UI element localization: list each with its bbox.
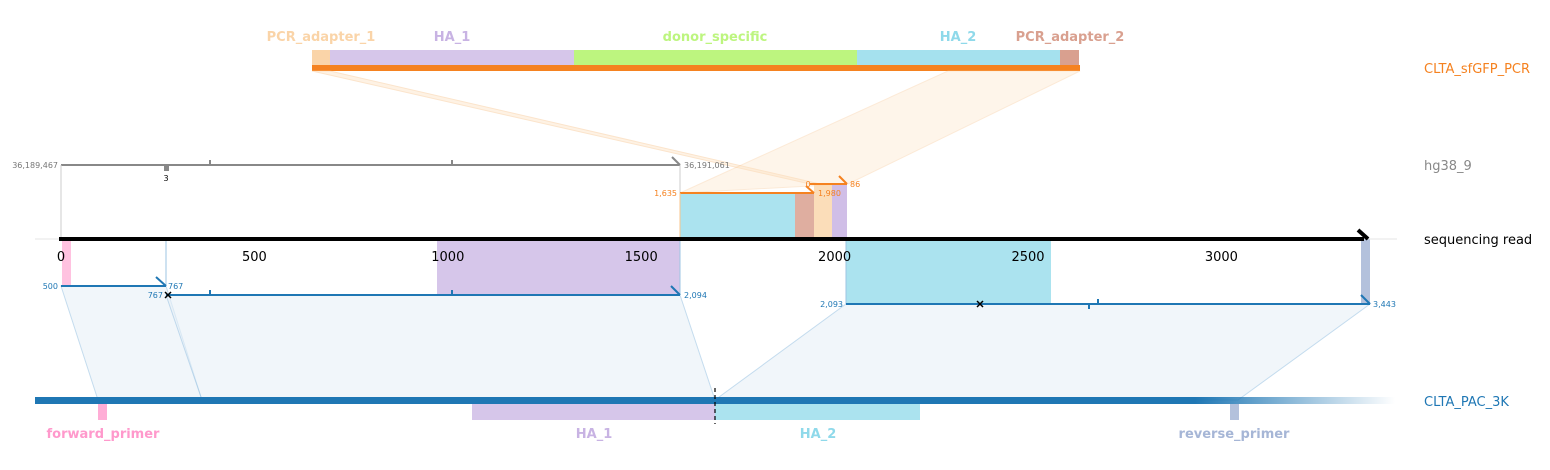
plasmid-projection-2 [165,294,716,401]
read-axis-ticks: 0 500 1000 1500 2000 2500 3000 [57,250,1238,265]
pcr-feature-label-donor: donor_specific [663,30,768,45]
read-axis-tick-label: 2500 [1011,250,1044,265]
plasmid-feature-label-ha1: HA_1 [576,427,613,442]
plasmid-feature-label-forward-primer: forward_primer [47,427,161,442]
track-label-genome: hg38_9 [1424,159,1472,174]
plasmid-align-ha2-block [846,239,1051,304]
pcr-product-track: PCR_adapter_1 HA_1 donor_specific HA_2 P… [267,30,1125,71]
plasmid-align-1-end: 767 [168,282,183,291]
plasmid-bar-fade [1195,397,1395,404]
pcr-align-arrow-1 [805,185,815,194]
pcr-feature-label-ha1: HA_1 [434,30,471,45]
plasmid-align-forward-primer-block [62,239,71,286]
pcr-adapter-2-block [1060,50,1079,65]
pcr-align-ha1-block [832,185,847,239]
read-axis-tick-label: 0 [57,250,65,265]
pcr-ha2-block [857,50,1060,65]
plasmid-align-3-start: 2,093 [820,300,843,309]
pcr-feature-label-adapter-1: PCR_adapter_1 [267,30,376,45]
plasmid-align-1-start: 500 [43,282,58,291]
pcr-product-bar [312,65,1080,71]
plasmid-align-arrow-3 [1360,294,1371,305]
pcr-alignment: 1,635 1,980 0 86 [654,175,860,239]
plasmid-align-reverse-primer-block [1361,239,1370,304]
pcr-align-label-a: 0 [805,180,810,189]
plasmid-mismatch-marks [164,291,984,308]
read-axis-tick-label: 2000 [818,250,851,265]
genome-start-coordinate: 36,189,467 [12,161,58,170]
sequencing-read-track: 0 500 1000 1500 2000 2500 3000 [35,228,1397,265]
genome-end-coordinate: 36,191,061 [684,161,730,170]
plasmid-ha1-block [472,404,715,420]
track-labels: CLTA_sfGFP_PCR hg38_9 sequencing read CL… [1424,62,1532,410]
plasmid-projection-3 [713,303,1372,401]
track-label-pcr: CLTA_sfGFP_PCR [1424,62,1530,77]
plasmid-forward-primer-block [98,404,107,420]
read-axis-tick-label: 3000 [1205,250,1238,265]
plasmid-align-2-start: 767 [148,291,163,300]
pcr-projections [311,70,1081,194]
read-axis-tick-label: 1500 [625,250,658,265]
plasmid-align-2-end: 2,094 [684,291,707,300]
track-label-read: sequencing read [1424,233,1532,248]
genome-arrowhead [671,156,681,166]
pcr-align-adapter2-block [795,193,814,239]
pcr-align-adapter1-block [814,185,832,239]
plasmid-align-ha1-block [437,239,680,295]
pcr-donor-specific-block [574,50,857,65]
pcr-align-label-b: 86 [850,180,860,189]
pcr-feature-label-ha2: HA_2 [940,30,977,45]
plasmid-ha2-block [715,404,920,420]
pcr-feature-label-adapter-2: PCR_adapter_2 [1016,30,1125,45]
plasmid-align-3-end: 3,443 [1373,300,1396,309]
plasmid-feature-label-ha2: HA_2 [800,427,837,442]
pcr-align-ha2-block [680,193,795,239]
genome-mismatch-marker [164,165,169,171]
plasmid-align-arrow-2 [670,285,681,296]
plasmid-track: forward_primer HA_1 HA_2 reverse_primer [35,388,1395,442]
read-axis-tick-label: 500 [242,250,267,265]
pcr-align-arrow-2 [838,175,848,185]
pcr-align-start-label: 1,635 [654,189,677,198]
plasmid-align-arrow-1 [155,276,167,287]
read-arrowhead [1356,228,1370,241]
pcr-projection-right [679,70,1081,194]
read-axis-tick-label: 1000 [431,250,464,265]
genome-marker-label: 3 [163,174,168,183]
plasmid-reverse-primer-block [1230,404,1239,420]
plasmid-feature-label-reverse-primer: reverse_primer [1179,427,1291,442]
pcr-adapter-1-block [312,50,330,65]
pcr-align-end-label: 1,980 [818,189,841,198]
track-label-plasmid: CLTA_PAC_3K [1424,395,1509,410]
plasmid-bar [35,397,1195,404]
pcr-ha1-block [330,50,574,65]
plasmid-alignment: 500 767 767 2,094 2,093 3,443 [43,239,1396,401]
genome-track: 3 36,189,467 36,191,061 [12,156,730,239]
